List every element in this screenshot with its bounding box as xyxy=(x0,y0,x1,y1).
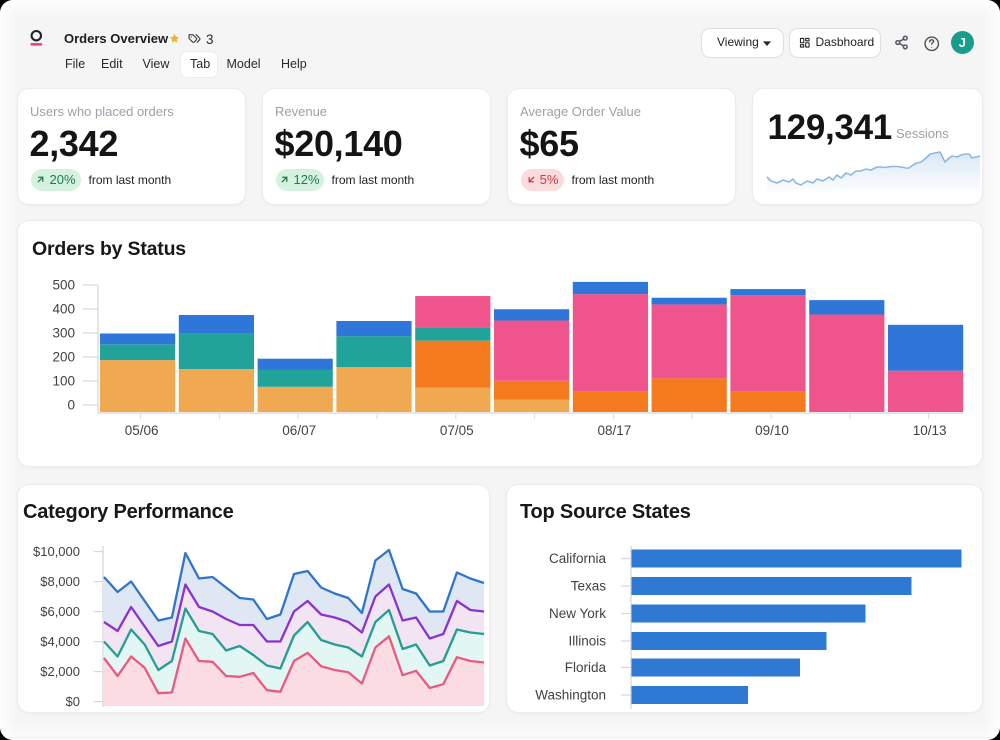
svg-text:$6,000: $6,000 xyxy=(40,604,80,619)
svg-text:$2,000: $2,000 xyxy=(40,664,80,679)
svg-text:$0: $0 xyxy=(66,694,80,709)
svg-text:Illinois: Illinois xyxy=(568,634,606,649)
svg-text:100: 100 xyxy=(52,374,75,389)
svg-text:$10,000: $10,000 xyxy=(33,544,80,559)
svg-text:05/06: 05/06 xyxy=(125,423,159,438)
svg-text:$8,000: $8,000 xyxy=(40,574,80,589)
svg-text:Florida: Florida xyxy=(565,660,607,675)
svg-text:400: 400 xyxy=(52,302,75,317)
svg-text:300: 300 xyxy=(52,326,75,341)
svg-text:Washington: Washington xyxy=(535,688,606,703)
svg-text:10/13: 10/13 xyxy=(913,423,947,438)
svg-text:New York: New York xyxy=(549,606,606,621)
svg-text:08/17: 08/17 xyxy=(598,423,632,438)
svg-text:09/10: 09/10 xyxy=(755,423,789,438)
svg-text:500: 500 xyxy=(52,278,75,293)
svg-text:0: 0 xyxy=(67,398,75,413)
svg-text:06/07: 06/07 xyxy=(282,423,316,438)
svg-text:$4,000: $4,000 xyxy=(40,634,80,649)
svg-text:07/05: 07/05 xyxy=(440,423,474,438)
svg-text:200: 200 xyxy=(52,350,75,365)
svg-text:Texas: Texas xyxy=(571,579,607,594)
svg-text:California: California xyxy=(549,551,607,566)
